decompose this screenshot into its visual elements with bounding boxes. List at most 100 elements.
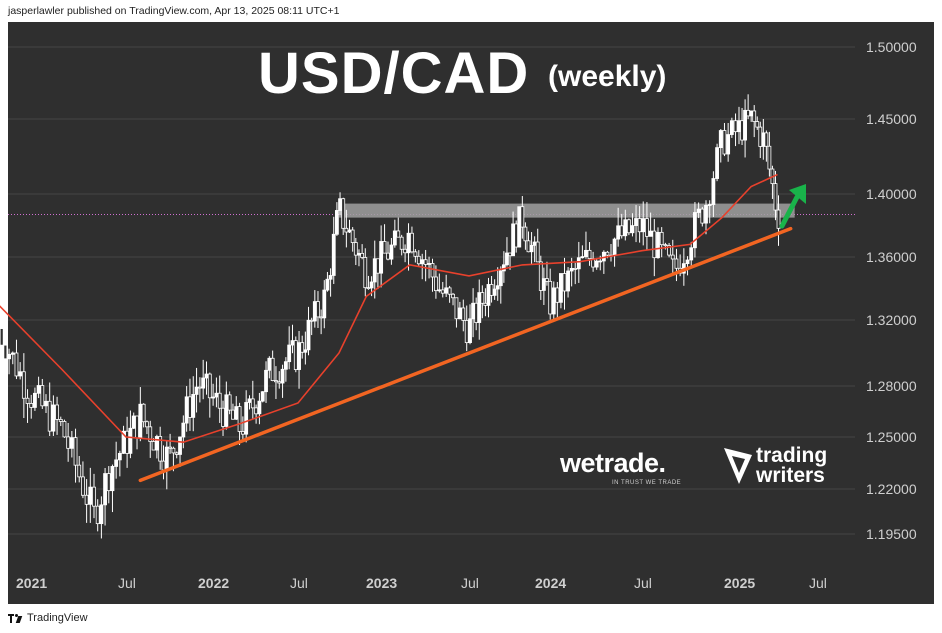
candle-body <box>66 436 71 449</box>
candle-body <box>350 229 355 243</box>
candle-body <box>451 293 455 299</box>
candle-body <box>141 403 146 423</box>
candle-body <box>541 278 546 291</box>
candle-body <box>217 392 222 409</box>
candle-body <box>505 252 509 266</box>
candle-body <box>711 178 716 205</box>
publish-info: jasperlawler published on TradingView.co… <box>8 5 340 17</box>
candle-body <box>353 242 358 256</box>
candle-body <box>440 289 445 294</box>
candle-body <box>616 225 621 240</box>
candle-body <box>514 223 519 248</box>
candle-body <box>207 373 212 399</box>
candle-body <box>580 256 585 259</box>
candle-body <box>300 342 305 353</box>
candle-body <box>174 452 179 455</box>
candle-body <box>718 130 723 149</box>
candle-body <box>656 231 660 259</box>
candle-body <box>36 385 41 394</box>
candle-body <box>529 245 534 253</box>
candle-body <box>280 368 285 384</box>
candle-body <box>461 307 466 321</box>
price-tick-label: 1.32000 <box>866 312 917 328</box>
candle-body <box>44 400 48 407</box>
chart-title: USD/CAD <box>258 41 530 106</box>
time-tick-label: 2021 <box>16 575 47 591</box>
moving-average <box>0 173 778 444</box>
arrow-head <box>789 184 806 204</box>
candle-body <box>131 415 136 429</box>
time-tick-label: 2023 <box>366 575 397 591</box>
candle-body <box>538 261 543 291</box>
price-axis: 1.50000 1.45000 1.40000 1.36000 1.32000 1.280… <box>866 39 917 542</box>
candle-body <box>737 120 741 133</box>
candle-body <box>40 385 45 407</box>
candle-body <box>382 241 387 254</box>
candle-body <box>21 371 26 399</box>
candle-body <box>312 301 317 322</box>
candle-body <box>733 120 738 133</box>
candle-body <box>237 406 242 432</box>
candle-body <box>73 437 78 466</box>
candle-body <box>214 392 219 398</box>
candle-body <box>707 204 712 206</box>
candle-body <box>338 198 342 211</box>
candle-body <box>47 400 52 432</box>
candle-body <box>264 369 268 393</box>
candle-body <box>584 249 588 257</box>
candle-body <box>489 284 494 296</box>
candle-body <box>555 287 560 303</box>
candle-body <box>704 205 708 224</box>
candle-body <box>95 505 100 525</box>
candle-body <box>3 344 8 360</box>
candle-body <box>181 422 186 438</box>
candle-body <box>58 419 63 422</box>
candle-body <box>328 275 333 280</box>
candle-body <box>77 464 82 478</box>
candle-body <box>151 441 156 451</box>
time-axis: 2021 Jul 2022 Jul 2023 Jul 2024 Jul 2025 Jul <box>16 575 827 591</box>
candle-body <box>184 396 189 424</box>
wetrade-logo: wetrade. <box>560 448 666 478</box>
candle-body <box>517 206 522 248</box>
candle-body <box>523 226 528 242</box>
candle-body <box>722 130 727 155</box>
candle-body <box>396 230 401 238</box>
candle-body <box>360 252 365 258</box>
candle-body <box>357 252 361 256</box>
candle-body <box>464 320 469 344</box>
candle-body <box>545 278 549 282</box>
candle-body <box>128 427 133 454</box>
candle-body <box>498 270 503 287</box>
candle-body <box>535 241 540 263</box>
time-tick-label: 2022 <box>198 575 229 591</box>
candle-body <box>447 287 452 295</box>
candle-body <box>612 238 617 256</box>
ma-line <box>0 173 778 444</box>
candle-body <box>10 352 15 355</box>
candle-body <box>125 430 130 454</box>
candle-body <box>247 398 252 403</box>
arrow-shaft <box>779 194 800 229</box>
trading-writers-line1: trading <box>756 444 828 467</box>
candle-body <box>670 254 675 260</box>
candle-body <box>594 260 599 268</box>
candle-body <box>164 446 169 471</box>
candle-body <box>685 259 690 265</box>
grid-lines <box>8 46 855 535</box>
candle-body <box>740 120 744 141</box>
trendline-line <box>138 226 793 483</box>
candle-body <box>641 218 646 233</box>
candle-body <box>477 292 482 323</box>
candle-body <box>526 240 531 253</box>
candle-body <box>254 407 259 415</box>
candle-body <box>106 473 111 492</box>
tradingview-footer[interactable]: TradingView <box>8 612 88 624</box>
candle-body <box>121 430 126 454</box>
candle-body <box>630 225 635 234</box>
candle-body <box>277 381 282 384</box>
candle-body <box>7 353 11 360</box>
time-tick-label: Jul <box>634 575 652 591</box>
candle-body <box>569 268 574 272</box>
candle-body <box>755 121 760 128</box>
